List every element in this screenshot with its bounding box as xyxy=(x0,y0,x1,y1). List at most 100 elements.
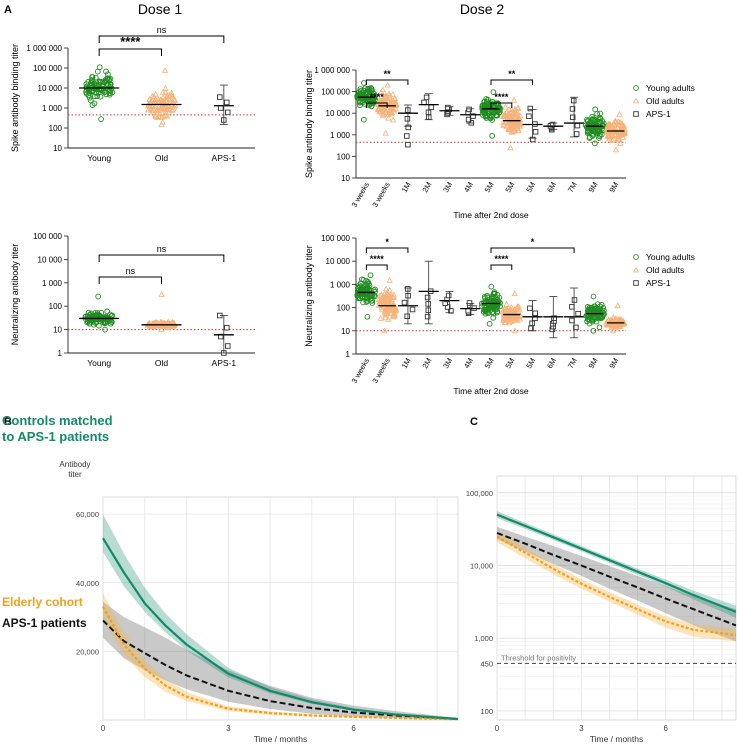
y-tick-label: 100 xyxy=(337,304,351,313)
y-tick-label: 10 000 xyxy=(326,109,351,118)
threshold-tick-label: 450 xyxy=(480,659,493,668)
young-point xyxy=(591,140,598,147)
old-point xyxy=(165,318,172,325)
x-axis-label: Time / months xyxy=(254,734,308,744)
young-point xyxy=(368,292,375,299)
young-point xyxy=(590,293,597,300)
old-point xyxy=(621,130,628,137)
aps1-point xyxy=(527,105,534,112)
significance-bracket xyxy=(98,48,162,56)
old-point xyxy=(501,110,508,117)
young-point xyxy=(372,293,378,299)
young-point xyxy=(107,320,114,327)
significance-bracket xyxy=(98,276,162,284)
x-tick-label: 5M xyxy=(483,181,496,195)
significance-bracket xyxy=(365,102,388,108)
x-tick-label: 9M xyxy=(607,357,620,371)
dose2-title: Dose 2 xyxy=(460,1,505,17)
aps1-point xyxy=(551,315,557,321)
aps1-point xyxy=(217,94,223,100)
young-point xyxy=(97,86,104,93)
young-point xyxy=(99,317,105,323)
old-point xyxy=(388,96,396,103)
old-point xyxy=(171,103,178,110)
x-tick-label: 5M xyxy=(483,357,496,371)
aps1-point xyxy=(409,306,416,313)
old-point xyxy=(165,108,172,115)
old-point xyxy=(162,88,169,95)
x-axis-label: Time after 2nd dose xyxy=(453,386,529,396)
old-point xyxy=(384,81,391,88)
y-tick-label: 100 000 xyxy=(321,234,350,243)
young-point xyxy=(359,276,365,283)
y-tick-label: 100 xyxy=(49,124,63,133)
old-point xyxy=(614,302,621,309)
young-point xyxy=(633,254,639,260)
old-point xyxy=(612,146,620,153)
y-tick-label: 1 000 xyxy=(330,280,351,289)
young-point xyxy=(486,320,493,327)
old-point xyxy=(391,312,399,319)
y-tick-label: 100 000 xyxy=(33,232,62,241)
young-point xyxy=(589,117,596,123)
young-point xyxy=(91,100,98,107)
aps1-point xyxy=(633,111,639,117)
old-point xyxy=(616,110,623,117)
old-point xyxy=(616,129,624,136)
aps1-point xyxy=(569,106,576,112)
aps1-point xyxy=(527,305,533,312)
young-point xyxy=(104,308,111,315)
old-point xyxy=(162,102,169,108)
old-point xyxy=(164,92,171,98)
aps1-point xyxy=(225,343,231,349)
significance-bracket xyxy=(98,254,225,262)
x-tick-label: 6 xyxy=(351,724,356,733)
old-point xyxy=(632,97,640,104)
old-point xyxy=(386,294,394,300)
significance-bracket xyxy=(490,247,575,253)
young-point xyxy=(354,290,361,297)
young-point xyxy=(594,110,600,117)
aps1-point xyxy=(573,131,580,137)
x-tick-label: APS-1 xyxy=(212,358,237,368)
chart-antibody-linear: 0 3 6 20,000 40,000 60,000 Time / months Antibo… xyxy=(2,413,459,744)
x-tick-label: 3M xyxy=(441,357,454,371)
x-tick-label: Young xyxy=(87,358,111,368)
old-point xyxy=(505,308,513,315)
young-point xyxy=(595,315,601,322)
old-point xyxy=(615,316,622,323)
old-point xyxy=(502,315,509,321)
old-point xyxy=(505,126,512,132)
old-point xyxy=(501,310,509,317)
aps1-point xyxy=(428,104,435,111)
x-tick-label: 7M xyxy=(566,181,579,195)
old-point xyxy=(162,84,169,91)
young-point xyxy=(484,307,490,314)
aps1-point xyxy=(225,109,231,116)
young-point xyxy=(98,116,104,122)
x-tick-label: 5M xyxy=(503,181,516,195)
significance-label: **** xyxy=(494,92,509,102)
old-point xyxy=(149,108,156,115)
x-tick-label: 4M xyxy=(462,181,475,195)
old-point xyxy=(514,304,521,311)
y-tick-label: 40,000 xyxy=(76,579,99,588)
old-point xyxy=(379,108,386,115)
old-point xyxy=(386,276,393,283)
young-point xyxy=(488,283,495,290)
x-tick-label: 1M xyxy=(400,357,413,371)
young-point xyxy=(483,96,490,102)
old-point xyxy=(505,314,513,321)
x-axis-label: Time / months xyxy=(590,734,644,744)
young-point xyxy=(586,312,593,319)
y-tick-label: 20,000 xyxy=(76,647,99,656)
young-point xyxy=(85,309,92,316)
legend-label: Old adults xyxy=(646,265,684,275)
series-label-aps1: APS-1 patients xyxy=(2,616,87,630)
old-point xyxy=(511,290,518,296)
young-point xyxy=(96,78,103,85)
old-point xyxy=(161,67,169,73)
young-point xyxy=(86,320,93,327)
x-tick-label: Old xyxy=(155,153,169,163)
young-point xyxy=(595,116,602,123)
